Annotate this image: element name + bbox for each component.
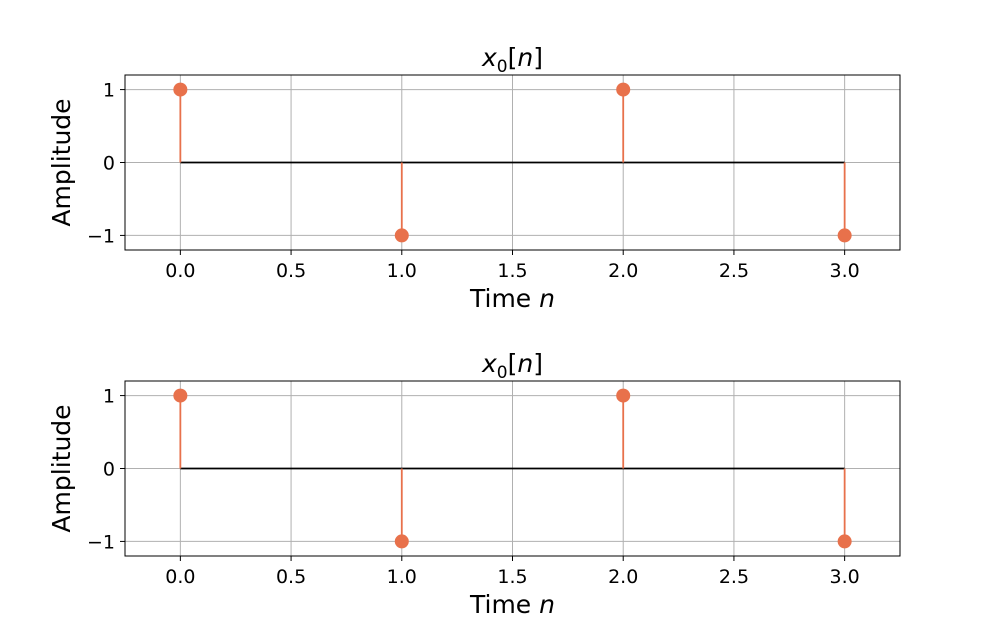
x-tick-label: 0.5: [276, 566, 306, 588]
x-axis-label: Time n: [469, 590, 555, 619]
stem-marker: [837, 534, 852, 549]
chart-title: x0[n]: [481, 43, 543, 77]
x-tick-label: 1.5: [497, 566, 527, 588]
stem-marker: [394, 228, 409, 243]
y-tick-label: 0: [103, 459, 115, 481]
y-axis-label: Amplitude: [47, 98, 76, 226]
x-tick-label: 3.0: [830, 260, 860, 282]
x-tick-label: 2.5: [719, 566, 749, 588]
x-tick-label: 0.0: [165, 566, 195, 588]
y-axis-label: Amplitude: [47, 404, 76, 532]
x-tick-label: 1.5: [497, 260, 527, 282]
stem-marker: [616, 82, 631, 97]
x-tick-label: 2.5: [719, 260, 749, 282]
y-tick-label: −1: [87, 531, 115, 553]
y-tick-label: 0: [103, 153, 115, 175]
subplot-2: 0.0 0.5 1.0 1.5 2.0 2.5 3.0 −1 0 1 x0[n] Time n Ampl…: [47, 349, 901, 619]
stem-marker: [837, 228, 852, 243]
x-tick-label: 3.0: [830, 566, 860, 588]
x-tick-label: 1.0: [387, 566, 417, 588]
y-tick-label: 1: [103, 386, 115, 408]
x-tick-label: 2.0: [608, 566, 638, 588]
x-axis-label: Time n: [469, 284, 555, 313]
x-tick-label: 0.5: [276, 260, 306, 282]
subplot-1: 0.0 0.5 1.0 1.5 2.0 2.5 3.0 −1 0 1 x0[n] Time n Ampl…: [47, 43, 901, 313]
x-tick-label: 1.0: [387, 260, 417, 282]
x-tick-label: 2.0: [608, 260, 638, 282]
y-tick-label: −1: [87, 225, 115, 247]
stem-marker: [173, 388, 188, 403]
y-tick-label: 1: [103, 80, 115, 102]
stem-marker: [616, 388, 631, 403]
x-tick-label: 0.0: [165, 260, 195, 282]
chart-title: x0[n]: [481, 349, 543, 383]
stem-marker: [394, 534, 409, 549]
stem-marker: [173, 82, 188, 97]
